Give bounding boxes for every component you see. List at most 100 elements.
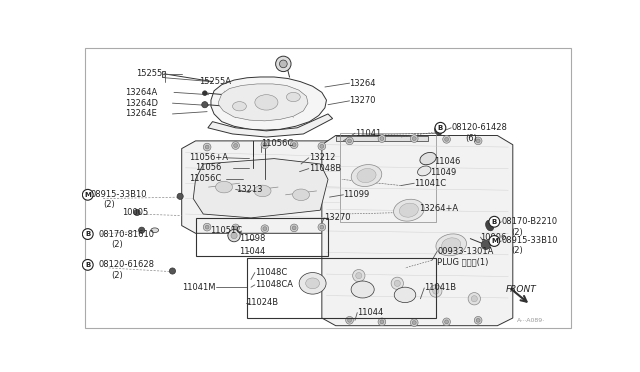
Text: 08170-B2210: 08170-B2210: [501, 217, 557, 226]
Ellipse shape: [232, 102, 246, 111]
Text: 13264E: 13264E: [125, 109, 156, 118]
Text: (2): (2): [511, 228, 523, 237]
Ellipse shape: [357, 169, 376, 183]
Text: B: B: [438, 125, 443, 131]
Circle shape: [83, 260, 93, 270]
Circle shape: [380, 320, 384, 324]
Text: FRONT: FRONT: [506, 285, 536, 294]
Circle shape: [348, 318, 351, 322]
Text: 11056C: 11056C: [261, 139, 293, 148]
Ellipse shape: [394, 199, 424, 221]
Text: 11024B: 11024B: [246, 298, 278, 307]
Ellipse shape: [287, 92, 300, 102]
Text: (2): (2): [103, 200, 115, 209]
Circle shape: [139, 227, 145, 233]
Circle shape: [410, 319, 418, 327]
Text: (2): (2): [111, 240, 123, 248]
Text: 08915-33B10: 08915-33B10: [91, 190, 147, 199]
Circle shape: [443, 135, 451, 143]
Text: 13270: 13270: [349, 96, 376, 105]
Circle shape: [292, 143, 296, 147]
Circle shape: [445, 320, 449, 324]
Circle shape: [481, 240, 490, 250]
Circle shape: [471, 296, 477, 302]
Text: 11048C: 11048C: [255, 268, 287, 277]
Circle shape: [83, 229, 93, 240]
Circle shape: [443, 318, 451, 326]
Text: (2): (2): [511, 247, 523, 256]
Circle shape: [474, 137, 482, 145]
Text: (2): (2): [111, 271, 123, 280]
Circle shape: [204, 143, 211, 151]
Text: 08170-81610: 08170-81610: [99, 230, 154, 238]
Ellipse shape: [216, 181, 232, 193]
Polygon shape: [163, 71, 164, 77]
Polygon shape: [322, 135, 513, 326]
Ellipse shape: [417, 166, 431, 176]
Circle shape: [291, 224, 298, 232]
Circle shape: [228, 230, 240, 242]
Circle shape: [202, 102, 208, 108]
Circle shape: [394, 280, 401, 286]
Circle shape: [292, 226, 296, 230]
Text: 11099: 11099: [344, 190, 370, 199]
Ellipse shape: [306, 278, 319, 289]
Circle shape: [261, 225, 269, 232]
Circle shape: [412, 137, 416, 141]
Circle shape: [263, 227, 267, 231]
Circle shape: [346, 317, 353, 324]
Text: 11056: 11056: [196, 163, 222, 172]
Polygon shape: [182, 141, 344, 233]
Text: 13264D: 13264D: [125, 99, 157, 108]
Circle shape: [234, 226, 237, 230]
Circle shape: [232, 224, 239, 232]
Text: 11051C: 11051C: [210, 227, 243, 235]
Circle shape: [474, 317, 482, 324]
Text: 15255: 15255: [136, 70, 163, 78]
Text: 13264A: 13264A: [125, 88, 157, 97]
Circle shape: [476, 139, 480, 143]
Circle shape: [280, 60, 287, 68]
Circle shape: [320, 144, 324, 148]
Circle shape: [353, 269, 365, 282]
Circle shape: [291, 141, 298, 148]
Polygon shape: [208, 114, 333, 137]
Text: 11098: 11098: [239, 234, 266, 243]
Text: 08120-61628: 08120-61628: [99, 260, 154, 269]
Text: 11049: 11049: [429, 168, 456, 177]
Circle shape: [318, 142, 326, 150]
Circle shape: [202, 91, 207, 96]
Ellipse shape: [292, 189, 310, 201]
Ellipse shape: [351, 281, 374, 298]
Text: 11041B: 11041B: [424, 283, 456, 292]
Ellipse shape: [435, 126, 442, 135]
Circle shape: [177, 193, 183, 199]
Text: 11044: 11044: [357, 308, 383, 317]
Circle shape: [261, 141, 269, 148]
Circle shape: [263, 143, 267, 147]
Polygon shape: [193, 158, 328, 218]
Text: B: B: [85, 262, 90, 268]
Text: 11044: 11044: [239, 247, 266, 256]
Circle shape: [429, 285, 442, 297]
Text: B: B: [85, 231, 90, 237]
Ellipse shape: [299, 273, 326, 294]
Text: M: M: [84, 192, 91, 198]
Circle shape: [134, 209, 140, 216]
Polygon shape: [211, 77, 326, 130]
Circle shape: [378, 135, 386, 142]
Circle shape: [231, 232, 237, 239]
Circle shape: [318, 223, 326, 231]
Ellipse shape: [254, 185, 271, 197]
Text: 11041M: 11041M: [182, 283, 215, 292]
Text: 11041: 11041: [355, 129, 381, 138]
Text: 13264: 13264: [349, 78, 376, 88]
Circle shape: [170, 268, 175, 274]
Circle shape: [378, 318, 386, 326]
Text: A···A089·: A···A089·: [516, 318, 545, 323]
Circle shape: [83, 189, 93, 200]
Circle shape: [412, 321, 416, 324]
Text: (6): (6): [465, 134, 477, 143]
Circle shape: [346, 137, 353, 145]
Circle shape: [476, 318, 480, 322]
